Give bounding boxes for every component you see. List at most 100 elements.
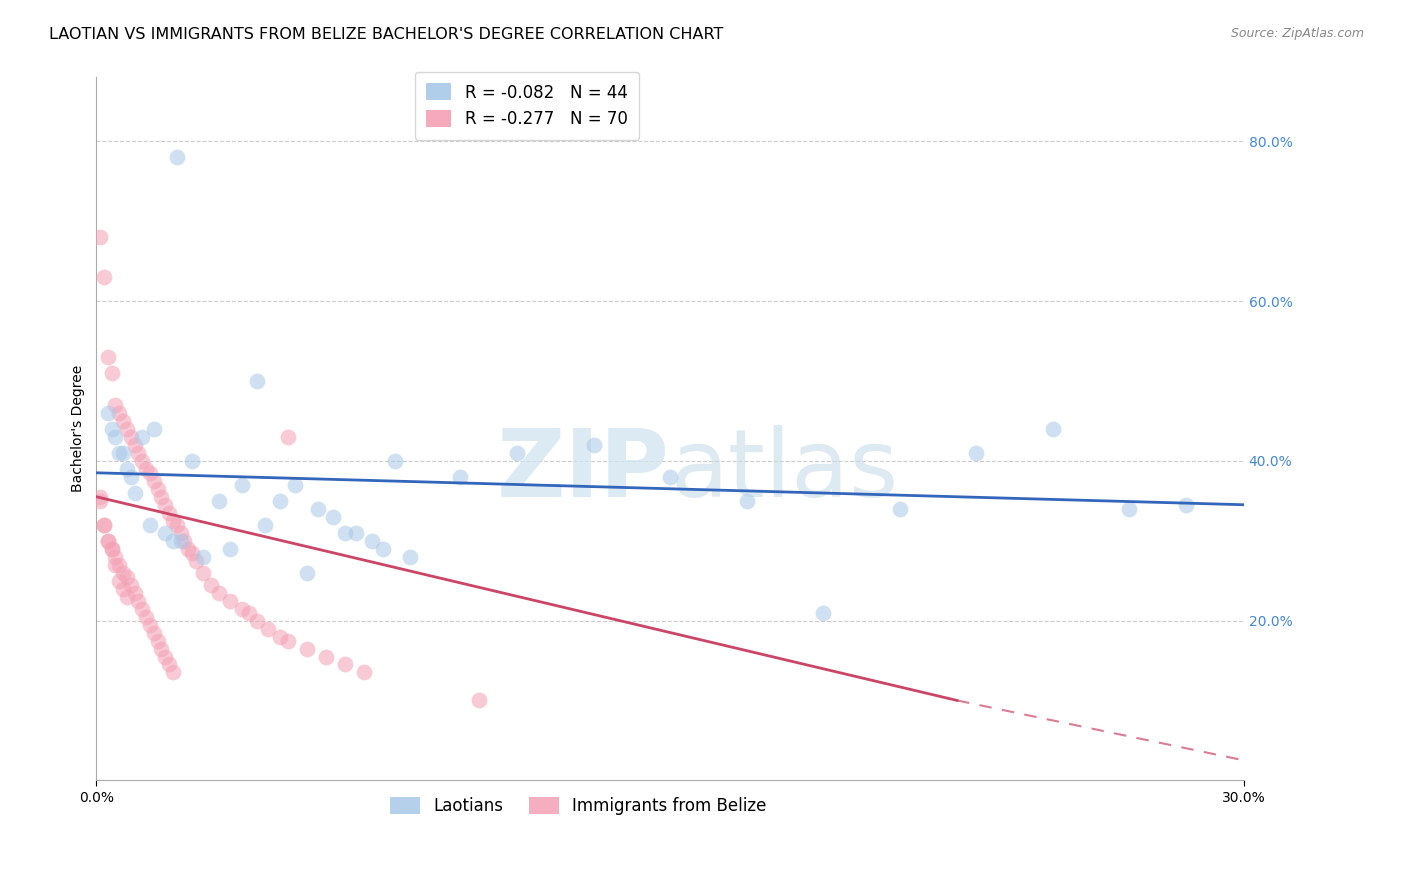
Point (100, 541, 122, 556)
Point (295, 641, 318, 656)
Point (124, 585, 146, 599)
Point (166, 517, 188, 532)
Point (108, 406, 131, 420)
Point (238, 606, 260, 620)
Point (120, 577, 142, 591)
Point (253, 517, 276, 532)
Point (157, 506, 180, 520)
Point (124, 438, 146, 452)
Text: LAOTIAN VS IMMIGRANTS FROM BELIZE BACHELOR'S DEGREE CORRELATION CHART: LAOTIAN VS IMMIGRANTS FROM BELIZE BACHEL… (49, 27, 724, 42)
Point (104, 398, 127, 412)
Point (120, 470, 142, 484)
Point (157, 657, 180, 672)
Point (162, 533, 184, 548)
Point (173, 533, 195, 548)
Point (127, 446, 149, 460)
Point (582, 438, 605, 452)
Point (139, 617, 162, 632)
Point (177, 541, 200, 556)
Point (142, 474, 165, 488)
Point (659, 470, 682, 484)
Point (93, 270, 115, 285)
Point (169, 525, 191, 540)
Point (89, 490, 111, 504)
Point (131, 601, 153, 615)
Point (97, 533, 120, 548)
Point (153, 525, 176, 540)
Point (257, 622, 280, 636)
Point (208, 585, 231, 599)
Point (315, 649, 337, 664)
Point (246, 374, 269, 388)
Point (115, 590, 138, 604)
Y-axis label: Bachelor's Degree: Bachelor's Degree (72, 365, 86, 492)
Point (131, 430, 153, 444)
Point (100, 366, 122, 380)
Point (108, 558, 131, 572)
Point (181, 546, 204, 560)
Point (150, 641, 173, 656)
Text: atlas: atlas (671, 425, 898, 517)
Point (200, 577, 222, 591)
Point (811, 606, 834, 620)
Point (104, 549, 127, 564)
Point (89, 493, 111, 508)
Text: ZIP: ZIP (498, 425, 671, 517)
Point (142, 625, 165, 640)
Point (219, 541, 242, 556)
Point (965, 446, 987, 460)
Legend: Laotians, Immigrants from Belize: Laotians, Immigrants from Belize (380, 787, 776, 825)
Point (360, 533, 382, 548)
Point (307, 501, 329, 516)
Point (269, 630, 291, 644)
Point (193, 566, 215, 580)
Point (97, 533, 120, 548)
Point (139, 466, 162, 480)
Point (269, 493, 291, 508)
Point (1042, 422, 1064, 436)
Point (142, 422, 165, 436)
Point (146, 633, 169, 648)
Point (108, 446, 131, 460)
Point (181, 454, 204, 468)
Point (115, 569, 138, 583)
Point (184, 554, 207, 568)
Point (162, 665, 184, 680)
Point (246, 614, 269, 628)
Point (162, 514, 184, 528)
Point (100, 541, 122, 556)
Point (346, 525, 368, 540)
Point (373, 541, 395, 556)
Point (1118, 501, 1140, 516)
Point (112, 582, 135, 596)
Point (284, 477, 307, 491)
Point (166, 150, 188, 164)
Point (333, 657, 356, 672)
Point (97, 350, 120, 364)
Point (104, 558, 127, 572)
Point (208, 493, 231, 508)
Point (100, 422, 122, 436)
Point (384, 454, 406, 468)
Point (146, 482, 169, 496)
Point (333, 525, 356, 540)
Point (353, 665, 375, 680)
Point (124, 485, 146, 500)
Point (139, 517, 162, 532)
Point (104, 430, 127, 444)
Point (295, 566, 318, 580)
Point (93, 517, 115, 532)
Point (277, 633, 299, 648)
Point (169, 533, 191, 548)
Point (231, 477, 253, 491)
Point (108, 574, 131, 588)
Point (135, 609, 157, 624)
Point (112, 414, 135, 428)
Point (153, 498, 176, 512)
Point (112, 566, 135, 580)
Point (399, 549, 422, 564)
Point (277, 430, 299, 444)
Point (115, 422, 138, 436)
Point (127, 593, 149, 607)
Point (449, 470, 471, 484)
